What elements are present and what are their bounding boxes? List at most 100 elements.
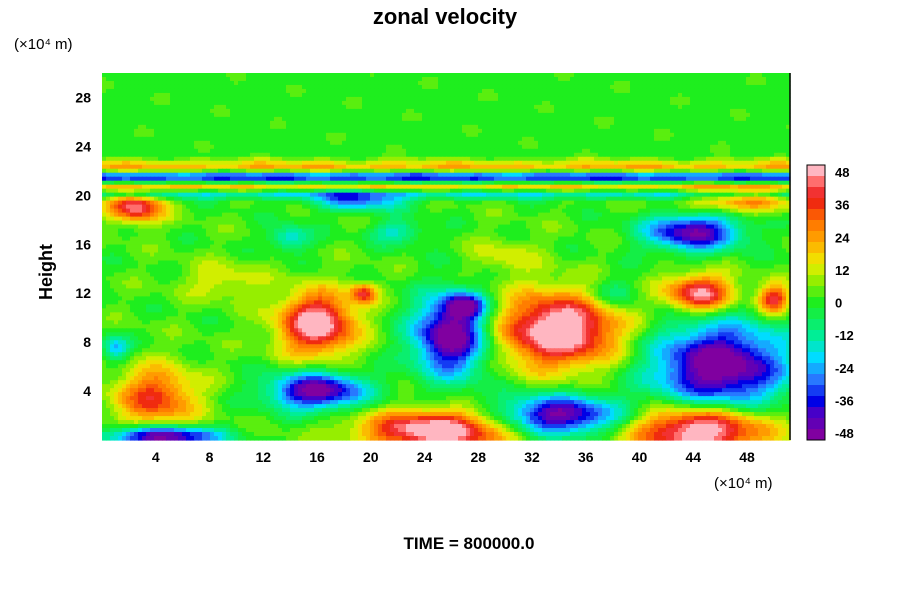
field-cell <box>282 172 287 178</box>
field-cell <box>426 184 431 190</box>
field-cell <box>194 132 199 138</box>
field-cell <box>386 168 391 174</box>
field-cell <box>530 76 535 82</box>
field-cell <box>702 120 707 126</box>
field-cell <box>542 84 547 90</box>
field-cell <box>690 140 695 146</box>
field-cell <box>238 144 243 150</box>
field-cell <box>466 108 471 114</box>
field-cell <box>578 80 583 86</box>
field-cell <box>586 84 591 90</box>
field-cell <box>618 156 623 162</box>
field-cell <box>322 180 327 186</box>
field-cell <box>398 116 403 122</box>
field-cell <box>694 108 699 114</box>
field-cell <box>486 160 491 166</box>
field-cell <box>778 180 783 186</box>
field-cell <box>590 184 595 190</box>
field-cell <box>234 128 239 134</box>
field-cell <box>778 148 783 154</box>
field-cell <box>530 96 535 102</box>
field-cell <box>326 180 331 186</box>
field-cell <box>270 104 275 110</box>
field-cell <box>206 112 211 118</box>
field-cell <box>326 156 331 162</box>
field-cell <box>358 164 363 170</box>
field-cell <box>738 116 743 122</box>
field-cell <box>250 168 255 174</box>
field-cell <box>530 80 535 86</box>
field-cell <box>586 140 591 146</box>
field-cell <box>554 73 559 78</box>
field-cell <box>142 84 147 90</box>
field-cell <box>170 96 175 102</box>
field-cell <box>218 112 223 118</box>
field-cell <box>242 128 247 134</box>
field-cell <box>506 100 511 106</box>
field-cell <box>622 184 627 190</box>
field-cell <box>430 148 435 154</box>
field-cell <box>770 176 775 182</box>
field-cell <box>730 152 735 158</box>
field-cell <box>478 128 483 134</box>
field-cell <box>110 180 115 186</box>
field-cell <box>410 144 415 150</box>
field-cell <box>258 112 263 118</box>
field-cell <box>318 148 323 154</box>
field-cell <box>278 136 283 142</box>
field-cell <box>514 168 519 174</box>
field-cell <box>494 152 499 158</box>
field-cell <box>194 92 199 98</box>
field-cell <box>606 160 611 166</box>
field-cell <box>118 176 123 182</box>
field-cell <box>210 100 215 106</box>
field-cell <box>494 76 499 82</box>
field-cell <box>238 184 243 190</box>
field-cell <box>618 160 623 166</box>
field-cell <box>354 164 359 170</box>
field-cell <box>686 132 691 138</box>
field-cell <box>130 184 135 190</box>
field-cell <box>158 132 163 138</box>
field-cell <box>586 156 591 162</box>
field-cell <box>394 84 399 90</box>
field-cell <box>622 80 627 86</box>
field-cell <box>526 76 531 82</box>
field-cell <box>714 100 719 106</box>
field-cell <box>470 100 475 106</box>
field-cell <box>658 148 663 154</box>
field-cell <box>378 184 383 190</box>
field-cell <box>162 120 167 126</box>
field-cell <box>110 108 115 114</box>
field-cell <box>310 100 315 106</box>
field-cell <box>362 144 367 150</box>
field-cell <box>670 160 675 166</box>
field-cell <box>770 168 775 174</box>
field-cell <box>250 104 255 110</box>
field-cell <box>178 112 183 118</box>
field-cell <box>598 116 603 122</box>
field-cell <box>518 80 523 86</box>
field-cell <box>494 124 499 130</box>
field-cell <box>134 116 139 122</box>
field-cell <box>338 76 343 82</box>
field-cell <box>230 73 235 78</box>
field-cell <box>626 84 631 90</box>
field-cell <box>786 140 791 146</box>
field-cell <box>726 124 731 130</box>
field-cell <box>202 92 207 98</box>
field-cell <box>322 84 327 90</box>
field-cell <box>130 92 135 98</box>
field-cell <box>154 116 159 122</box>
field-cell <box>482 120 487 126</box>
field-cell <box>310 104 315 110</box>
field-cell <box>374 164 379 170</box>
field-cell <box>454 156 459 162</box>
field-cell <box>594 128 599 134</box>
field-cell <box>622 100 627 106</box>
field-cell <box>486 180 491 186</box>
field-cell <box>522 92 527 98</box>
field-cell <box>622 132 627 138</box>
field-cell <box>602 88 607 94</box>
field-cell <box>518 116 523 122</box>
